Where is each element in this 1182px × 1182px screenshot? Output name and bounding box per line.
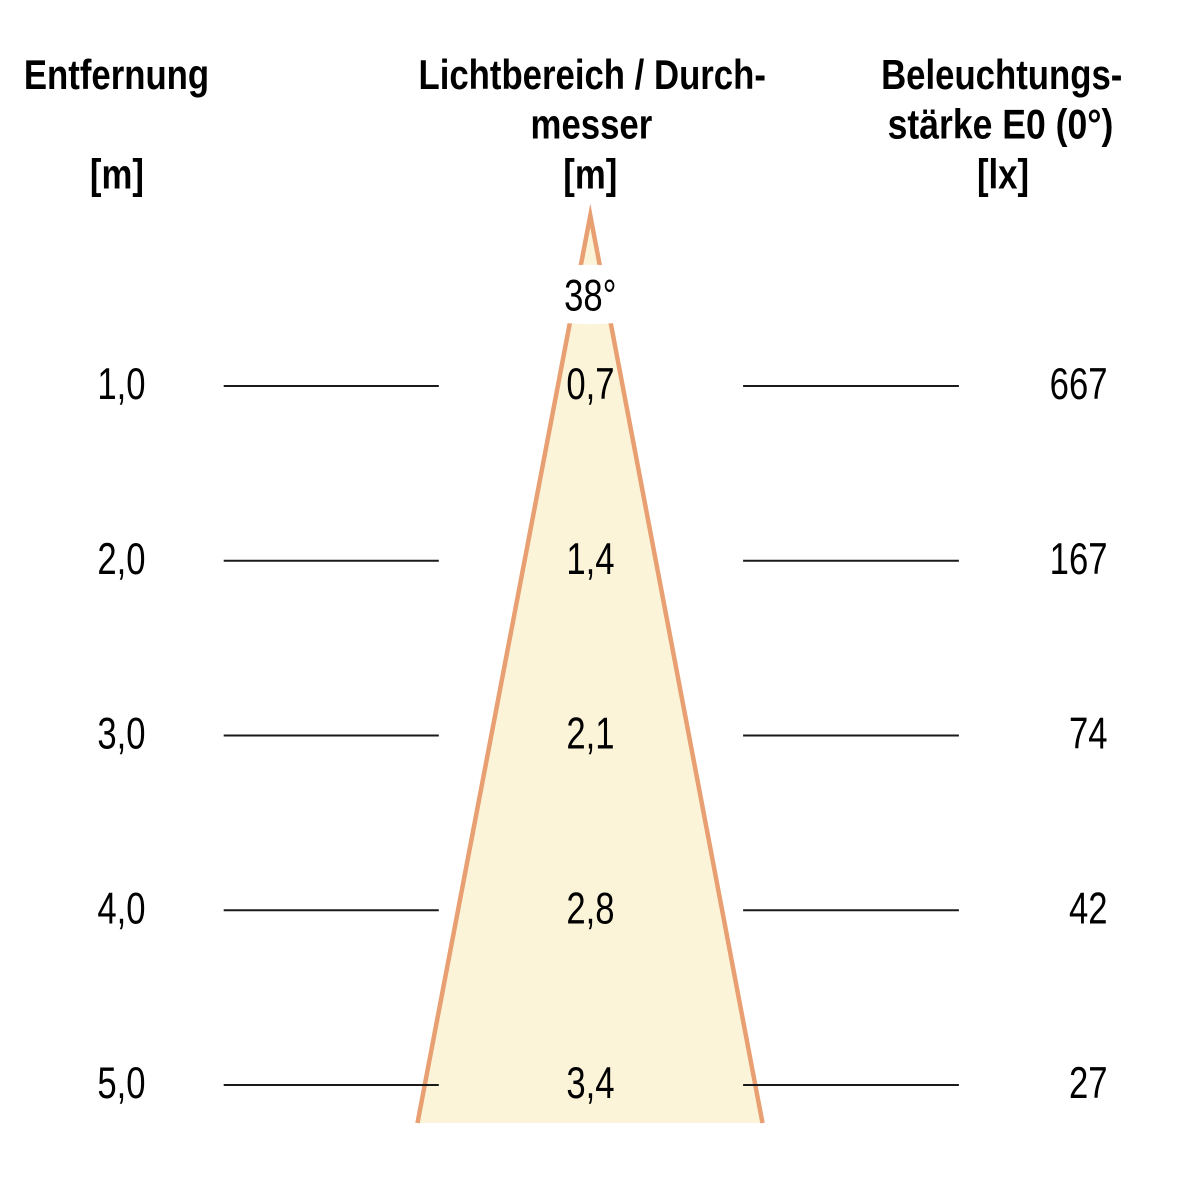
svg-text:Lichtbereich / Durch-: Lichtbereich / Durch- bbox=[418, 52, 765, 99]
svg-text:2,0: 2,0 bbox=[97, 535, 145, 584]
svg-text:3,4: 3,4 bbox=[566, 1059, 614, 1108]
svg-text:3,0: 3,0 bbox=[97, 709, 145, 758]
svg-text:[lx]: [lx] bbox=[977, 152, 1029, 199]
svg-text:42: 42 bbox=[1069, 884, 1108, 933]
svg-text:0,7: 0,7 bbox=[566, 360, 614, 409]
svg-text:167: 167 bbox=[1050, 535, 1108, 584]
svg-text:messer: messer bbox=[531, 101, 653, 148]
svg-text:5,0: 5,0 bbox=[97, 1059, 145, 1108]
svg-text:[m]: [m] bbox=[90, 152, 144, 199]
svg-text:2,8: 2,8 bbox=[566, 884, 614, 933]
svg-text:38°: 38° bbox=[564, 271, 616, 320]
svg-text:74: 74 bbox=[1069, 709, 1108, 758]
svg-text:Entfernung: Entfernung bbox=[24, 52, 209, 99]
svg-text:1,4: 1,4 bbox=[566, 535, 614, 584]
svg-text:Beleuchtungs-: Beleuchtungs- bbox=[881, 52, 1122, 99]
svg-text:[m]: [m] bbox=[563, 152, 617, 199]
svg-text:27: 27 bbox=[1069, 1059, 1108, 1108]
svg-text:1,0: 1,0 bbox=[97, 360, 145, 409]
svg-text:stärke E0 (0°): stärke E0 (0°) bbox=[888, 102, 1114, 148]
svg-text:2,1: 2,1 bbox=[566, 709, 614, 758]
svg-text:4,0: 4,0 bbox=[97, 884, 145, 933]
svg-text:667: 667 bbox=[1050, 360, 1108, 409]
